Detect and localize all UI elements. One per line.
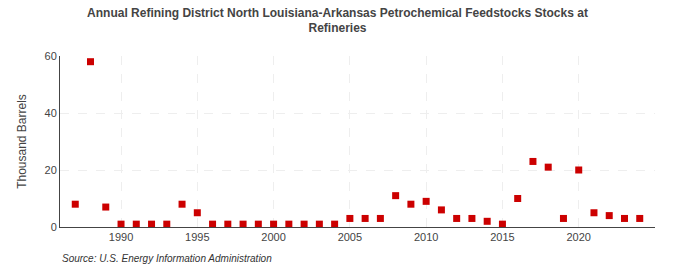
svg-text:2000: 2000	[261, 231, 285, 243]
svg-text:2020: 2020	[566, 231, 590, 243]
svg-text:40: 40	[45, 107, 57, 119]
svg-text:20: 20	[45, 164, 57, 176]
svg-text:Source: U.S. Energy Informatio: Source: U.S. Energy Information Administ…	[62, 253, 272, 264]
svg-text:1995: 1995	[185, 231, 209, 243]
svg-text:60: 60	[45, 50, 57, 62]
svg-text:2015: 2015	[490, 231, 514, 243]
svg-text:Annual Refining District North: Annual Refining District North Louisiana…	[87, 6, 588, 36]
svg-text:2010: 2010	[414, 231, 438, 243]
svg-text:0: 0	[51, 221, 57, 233]
svg-text:Thousand Barrels: Thousand Barrels	[15, 94, 29, 189]
svg-text:2005: 2005	[338, 231, 362, 243]
svg-text:1990: 1990	[109, 231, 133, 243]
